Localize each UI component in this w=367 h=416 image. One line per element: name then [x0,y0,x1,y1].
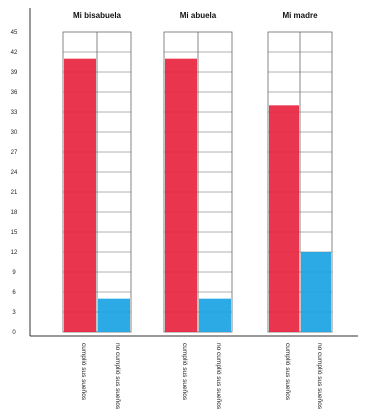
y-tick-label: 27 [11,150,18,156]
bar-group: Mi bisabuela cumplió sus sueños no cumplió… [62,11,132,410]
bar-not-fulfilled [301,252,331,332]
bar-fulfilled [165,58,197,333]
category-label: cumplió sus sueños [284,343,291,401]
y-tick-label: 9 [12,270,16,276]
y-tick-label: 21 [11,190,18,196]
bar-fulfilled [64,58,96,333]
y-tick-label: 6 [12,290,16,296]
group-title: Mi bisabuela [73,11,122,20]
bar-groups: Mi bisabuela cumplió sus sueños no cumplió… [62,11,333,410]
category-label: cumplió sus sueños [181,343,188,401]
y-tick-label: 33 [11,110,18,116]
group-title: Mi madre [282,11,318,20]
y-tick-label: 30 [11,130,18,136]
category-label: no cumplió sus sueños [215,343,222,410]
category-label: cumplió sus sueños [80,343,87,401]
y-tick-label: 15 [11,230,18,236]
y-tick-label: 12 [11,250,18,256]
y-tick-label: 45 [11,30,18,36]
group-title: Mi abuela [180,11,217,20]
y-tick-label: 0 [12,330,16,336]
grid [267,31,333,333]
category-label: no cumplió sus sueños [114,343,121,410]
y-tick-label: 42 [11,50,18,56]
y-tick-label: 18 [11,210,18,216]
y-tick-label: 24 [11,170,18,176]
y-tick-label: 36 [11,90,18,96]
bar-fulfilled [269,105,299,332]
bar-group: Mi abuela cumplió sus sueños no cumplió su… [163,11,233,410]
bar-not-fulfilled [98,298,130,332]
axes [29,8,358,337]
y-tick-label: 3 [12,310,16,316]
bar-group: Mi madre cumplió sus sueños no cumplió sus… [267,11,333,410]
bar-not-fulfilled [199,298,231,332]
y-tick-label: 39 [11,70,18,76]
category-label: no cumplió sus sueños [316,343,323,410]
